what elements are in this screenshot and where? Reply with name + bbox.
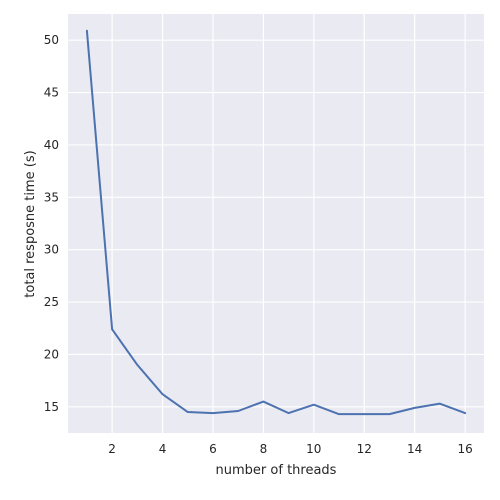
x-tick-label: 4 xyxy=(159,442,167,456)
y-tick-label: 50 xyxy=(44,33,59,47)
y-tick-label: 20 xyxy=(44,347,59,361)
y-axis-label: total resposne time (s) xyxy=(23,150,38,297)
plot-area xyxy=(68,14,484,433)
x-tick-label: 10 xyxy=(306,442,321,456)
x-axis-label: number of threads xyxy=(216,463,337,478)
x-tick-label: 16 xyxy=(457,442,472,456)
x-tick-label: 8 xyxy=(260,442,268,456)
y-tick-label: 30 xyxy=(44,243,59,257)
y-tick-label: 45 xyxy=(44,86,59,100)
y-tick-label: 35 xyxy=(44,190,59,204)
x-tick-label: 6 xyxy=(209,442,217,456)
y-tick-label: 40 xyxy=(44,138,59,152)
y-tick-label: 25 xyxy=(44,295,59,309)
y-tick-label: 15 xyxy=(44,400,59,414)
x-tick-label: 2 xyxy=(108,442,116,456)
x-tick-label: 14 xyxy=(407,442,422,456)
x-tick-label: 12 xyxy=(357,442,372,456)
